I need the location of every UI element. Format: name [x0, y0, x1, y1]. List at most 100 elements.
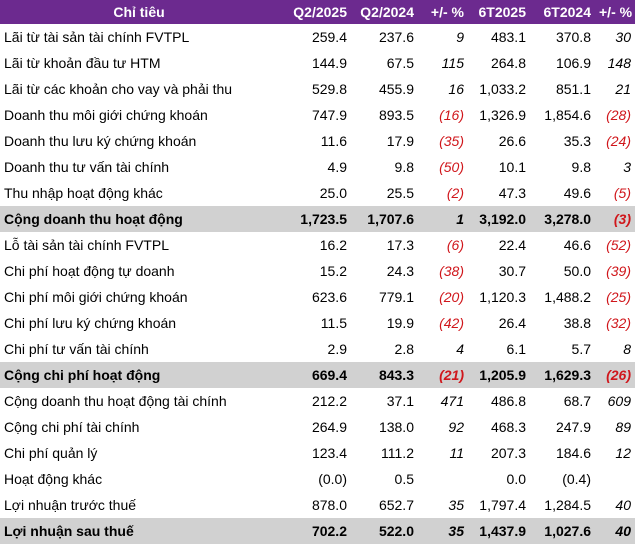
- cell-q-change: [418, 466, 468, 492]
- cell-q2-2025: 123.4: [311, 445, 347, 461]
- cell-h-change: 3: [623, 159, 631, 175]
- header-row: Chỉ tiêu Q2/2025 Q2/2024 +/- % 6T2025 6T…: [0, 0, 635, 24]
- total-row: Lợi nhuận sau thuế 702.2 522.0 35 1,437.9 1,0…: [0, 518, 635, 544]
- table-body: Lãi từ tài sản tài chính FVTPL 259.4 237.6…: [0, 24, 635, 544]
- cell-q2-2025: 11.6: [320, 133, 347, 149]
- cell-h1-2024: 3,278.0: [544, 211, 591, 227]
- cell-q2-2024: 25.5: [386, 185, 414, 201]
- header-h1-2024: 6T2024: [543, 4, 591, 20]
- cell-h1-2024: 46.6: [563, 237, 591, 253]
- cell-h-change: 40: [615, 523, 631, 539]
- cell-h1-2025: 22.4: [498, 237, 526, 253]
- row-label: Lỗ tài sản tài chính FVTPL: [4, 237, 169, 253]
- cell-q2-2025: 144.9: [311, 55, 347, 71]
- header-h-change: +/- %: [599, 4, 633, 20]
- cell-q2-2024: 24.3: [386, 263, 414, 279]
- cell-q-change: 471: [440, 393, 464, 409]
- table-row: Hoạt động khác (0.0) 0.5 0.0 (0.4): [0, 466, 635, 492]
- cell-h-change: 30: [615, 29, 631, 45]
- cell-h1-2024: 1,488.2: [544, 289, 591, 305]
- cell-q2-2025: 15.2: [319, 263, 347, 279]
- cell-q2-2024: 67.5: [386, 55, 414, 71]
- cell-q-change: 92: [448, 419, 464, 435]
- cell-q-change: (6): [446, 237, 464, 253]
- cell-q-change: (50): [439, 159, 464, 175]
- row-label: Doanh thu lưu ký chứng khoán: [4, 133, 197, 149]
- cell-h1-2025: 47.3: [498, 185, 526, 201]
- table-header: Chỉ tiêu Q2/2025 Q2/2024 +/- % 6T2025 6T…: [0, 0, 635, 24]
- cell-h1-2024: 1,027.6: [544, 523, 591, 539]
- cell-h1-2024: 68.7: [563, 393, 591, 409]
- cell-h1-2025: 1,326.9: [479, 107, 526, 123]
- cell-h1-2024: 38.8: [563, 315, 591, 331]
- cell-h-change: (25): [606, 289, 631, 305]
- cell-q2-2025: 25.0: [319, 185, 347, 201]
- cell-h1-2025: 1,437.9: [479, 523, 526, 539]
- row-label: Lợi nhuận trước thuế: [4, 497, 137, 513]
- cell-h-change: 8: [623, 341, 631, 357]
- row-label: Doanh thu môi giới chứng khoán: [4, 107, 208, 123]
- cell-h1-2024: 1,854.6: [544, 107, 591, 123]
- cell-q-change: (2): [446, 185, 464, 201]
- cell-h1-2025: 1,797.4: [479, 497, 526, 513]
- total-row: Cộng doanh thu hoạt động 1,723.5 1,707.6 1 3…: [0, 206, 635, 232]
- cell-q-change: (38): [439, 263, 464, 279]
- cell-h-change: 89: [615, 419, 631, 435]
- cell-h1-2024: 1,629.3: [544, 367, 591, 383]
- cell-q2-2025: (0.0): [318, 471, 347, 487]
- header-q-change: +/- %: [430, 4, 464, 20]
- table-row: Cộng doanh thu hoạt động tài chính 212.2 3…: [0, 388, 635, 414]
- cell-q2-2024: 237.6: [378, 29, 414, 45]
- cell-h-change: (52): [606, 237, 631, 253]
- cell-h1-2024: 5.7: [571, 341, 591, 357]
- cell-q2-2025: 529.8: [311, 81, 347, 97]
- cell-q2-2024: 19.9: [386, 315, 414, 331]
- cell-q-change: 11: [449, 445, 464, 461]
- cell-q2-2025: 2.9: [327, 341, 347, 357]
- cell-q2-2025: 212.2: [311, 393, 347, 409]
- cell-h1-2025: 10.1: [498, 159, 526, 175]
- cell-q-change: (42): [439, 315, 464, 331]
- table-row: Cộng chi phí tài chính 264.9 138.0 92 468.3 2…: [0, 414, 635, 440]
- cell-h1-2024: 1,284.5: [544, 497, 591, 513]
- cell-h1-2025: 486.8: [490, 393, 526, 409]
- cell-h1-2024: 49.6: [563, 185, 591, 201]
- row-label: Cộng chi phí tài chính: [4, 419, 140, 435]
- cell-h-change: 21: [615, 81, 631, 97]
- cell-h1-2025: 26.4: [498, 315, 526, 331]
- cell-q-change: (20): [439, 289, 464, 305]
- table-row: Lãi từ khoản đầu tư HTM 144.9 67.5 115 264.8…: [0, 50, 635, 76]
- row-label: Chi phí hoạt động tự doanh: [4, 263, 175, 279]
- cell-q-change: (21): [439, 367, 464, 383]
- cell-q-change: 35: [448, 497, 464, 513]
- cell-q2-2025: 4.9: [327, 159, 347, 175]
- table-row: Chi phí tư vấn tài chính 2.9 2.8 4 6.1 5.7 8: [0, 336, 635, 362]
- cell-h1-2024: (0.4): [562, 471, 591, 487]
- cell-q2-2024: 17.9: [386, 133, 414, 149]
- cell-q2-2024: 17.3: [386, 237, 414, 253]
- row-label: Lãi từ các khoản cho vay và phải thu: [4, 81, 233, 97]
- cell-h1-2025: 0.0: [506, 471, 526, 487]
- cell-h1-2025: 1,033.2: [479, 81, 526, 97]
- row-label: Chi phí quản lý: [4, 445, 98, 461]
- cell-h1-2024: 35.3: [563, 133, 591, 149]
- row-label: Chi phí lưu ký chứng khoán: [4, 315, 177, 331]
- cell-q2-2025: 16.2: [319, 237, 347, 253]
- cell-q-change: 9: [456, 29, 464, 45]
- cell-q2-2024: 455.9: [378, 81, 414, 97]
- table-row: Lãi từ tài sản tài chính FVTPL 259.4 237.6…: [0, 24, 635, 50]
- cell-q2-2025: 11.5: [320, 315, 347, 331]
- cell-h1-2025: 6.1: [506, 341, 526, 357]
- row-label: Lãi từ khoản đầu tư HTM: [4, 55, 161, 71]
- row-label: Lãi từ tài sản tài chính FVTPL: [4, 29, 190, 45]
- cell-h1-2025: 207.3: [490, 445, 526, 461]
- row-label: Chi phí môi giới chứng khoán: [4, 289, 188, 305]
- cell-q2-2025: 747.9: [311, 107, 347, 123]
- cell-h1-2025: 30.7: [498, 263, 526, 279]
- table-row: Chi phí quản lý 123.4 111.2 11 207.3 184.6 12: [0, 440, 635, 466]
- cell-q2-2025: 1,723.5: [300, 211, 347, 227]
- cell-h1-2025: 468.3: [490, 419, 526, 435]
- cell-q2-2025: 264.9: [311, 419, 347, 435]
- row-label: Cộng doanh thu hoạt động tài chính: [4, 393, 227, 409]
- cell-q2-2024: 843.3: [378, 367, 414, 383]
